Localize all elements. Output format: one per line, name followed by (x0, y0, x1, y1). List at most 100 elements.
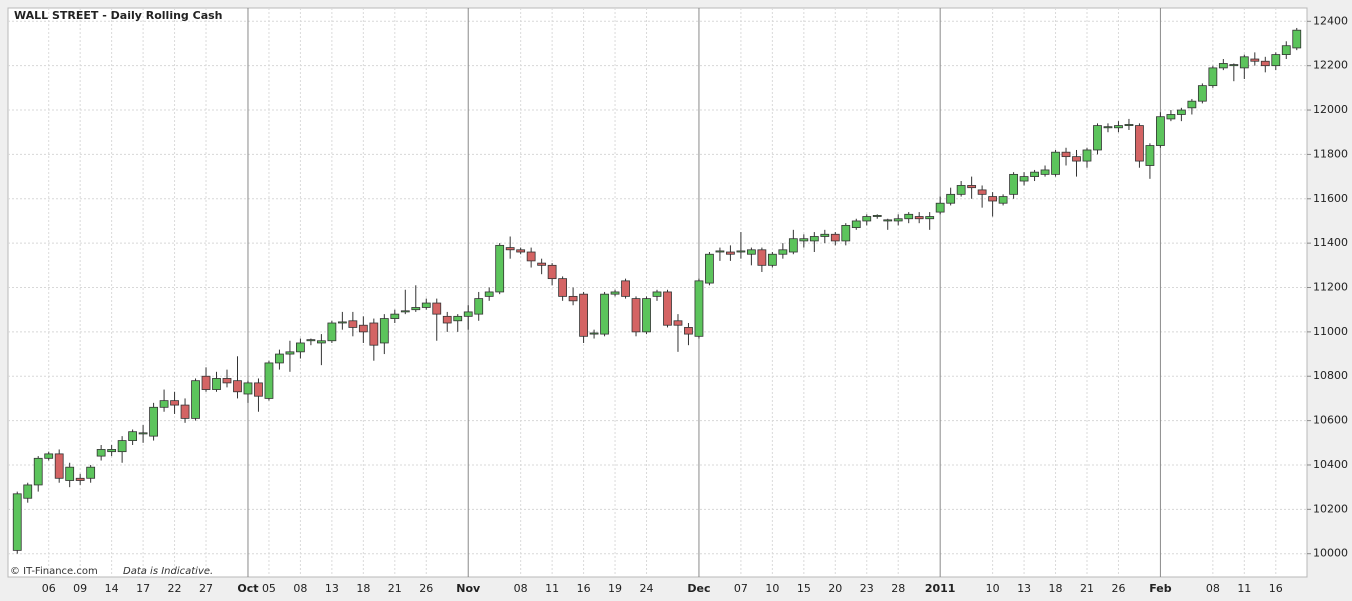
candle-body (914, 216, 924, 220)
x-tick-label: 10 (765, 582, 779, 595)
grid (8, 8, 1307, 577)
candle-body (23, 484, 33, 499)
candle-body (799, 238, 809, 242)
candle-body (44, 453, 54, 459)
x-tick-label: 14 (105, 582, 119, 595)
candle-body (400, 310, 410, 313)
candle-body (1197, 85, 1207, 102)
candle-body (830, 233, 840, 242)
candle-body (610, 291, 620, 295)
candle-body (1292, 29, 1302, 49)
candle-body (788, 238, 798, 253)
x-tick-label: 19 (608, 582, 622, 595)
candle-body (1218, 63, 1228, 69)
x-tick-label: 05 (262, 582, 276, 595)
candle-body (684, 327, 693, 335)
candle-body (495, 244, 505, 293)
x-tick-label: Dec (687, 582, 710, 595)
candle-body (1040, 169, 1050, 175)
candle-body (296, 342, 305, 353)
candle-body (54, 453, 64, 479)
x-tick-label: 24 (640, 582, 654, 595)
candle-body (1072, 156, 1081, 162)
candle-body (1093, 125, 1102, 151)
candle-body (159, 400, 169, 408)
candle-body (327, 322, 337, 342)
x-tick-label: 2011 (925, 582, 956, 595)
y-tick-label: 10400 (1313, 458, 1348, 471)
x-tick-label: 27 (199, 582, 213, 595)
candle-body (474, 298, 484, 315)
candle-body (757, 249, 767, 266)
candle-body (96, 449, 106, 457)
candle-body (1135, 125, 1144, 162)
candle-body (254, 382, 263, 397)
candle-body (946, 193, 956, 204)
candle-body (841, 224, 851, 242)
candle-body (191, 380, 200, 419)
candle-body (212, 378, 221, 390)
y-tick-label: 11800 (1313, 147, 1348, 160)
candle-body (243, 382, 253, 395)
candle-body (956, 185, 966, 195)
candle-body (809, 236, 819, 242)
candle-body (1260, 60, 1270, 67)
candle-body (222, 378, 232, 384)
candle-body (170, 400, 179, 406)
candle-body (1051, 151, 1060, 175)
candle-body (715, 250, 725, 253)
candle-body (652, 291, 662, 297)
candle-body (967, 185, 977, 189)
x-tick-label: 10 (986, 582, 1000, 595)
x-tick-label: 07 (734, 582, 748, 595)
x-tick-label: 20 (828, 582, 842, 595)
candle-body (705, 253, 714, 284)
candle-body (86, 466, 96, 479)
candle-body (1187, 100, 1197, 109)
note: Data is Indicative. (123, 566, 213, 577)
candle-body (275, 353, 284, 364)
x-tick-label: 17 (136, 582, 150, 595)
y-tick-label: 11200 (1313, 281, 1348, 294)
x-tick-label: Feb (1149, 582, 1172, 595)
candle-body (128, 431, 138, 441)
candle-body (537, 262, 547, 266)
candle-body (233, 380, 242, 393)
candle-body (568, 295, 578, 302)
candle-body (201, 375, 211, 390)
candle-body (264, 362, 274, 399)
candle-body (390, 313, 400, 319)
candle-body (726, 251, 735, 255)
candle-body (149, 406, 158, 437)
footer: © IT-Finance.com (10, 566, 98, 577)
y-tick-label: 10600 (1313, 414, 1348, 427)
candle-body (379, 318, 389, 344)
candle-body (778, 249, 788, 255)
candle-body (872, 215, 882, 217)
y-tick-label: 11400 (1313, 236, 1348, 249)
candle-body (1271, 54, 1281, 67)
y-tick-label: 10000 (1313, 547, 1348, 560)
y-tick-label: 12200 (1313, 59, 1348, 72)
candle-body (988, 196, 998, 202)
candle-body (117, 440, 127, 453)
x-tick-label: 21 (388, 582, 402, 595)
candle-body (516, 249, 526, 253)
candle-body (767, 253, 777, 266)
y-tick-label: 10800 (1313, 369, 1348, 382)
candle-body (1103, 126, 1113, 129)
candle-body (1019, 176, 1029, 182)
candle-body (306, 339, 316, 342)
candle-body (600, 293, 609, 335)
candle-body (589, 332, 599, 335)
candle-body (1281, 45, 1291, 55)
x-tick-label: Nov (456, 582, 481, 595)
candle-body (453, 315, 463, 322)
candle-body (977, 189, 987, 195)
candles (12, 27, 1302, 554)
candle-body (411, 307, 421, 311)
candle-body (904, 213, 914, 220)
candle-body (1156, 116, 1165, 146)
candle-body (1030, 171, 1039, 177)
